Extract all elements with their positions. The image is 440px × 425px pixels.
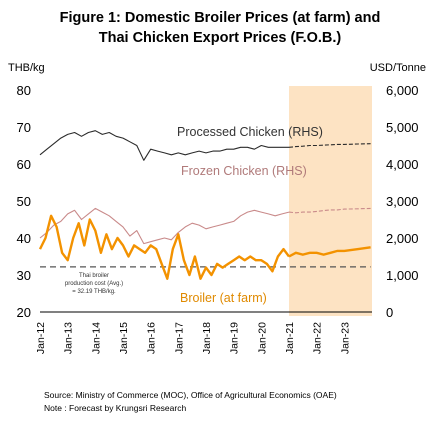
x-axis-tick-label: Jan-16 <box>146 322 158 354</box>
x-axis-tick-label: Jan-15 <box>118 322 130 354</box>
x-axis-tick-label: Jan-19 <box>229 322 241 354</box>
cost-label-line-1: Thai broiler <box>79 273 109 279</box>
chart-title-line-2: Thai Chicken Export Prices (F.O.B.) <box>98 30 342 46</box>
left-axis-tick-label: 70 <box>17 120 31 135</box>
x-axis-tick-label: Jan-21 <box>284 322 296 354</box>
forecast-note: Note : Forecast by Krungsri Research <box>44 403 187 413</box>
left-axis-tick-label: 30 <box>17 268 31 283</box>
processed-chicken-forecast-line <box>288 143 371 148</box>
left-axis-tick-label: 40 <box>17 231 31 246</box>
right-axis-tick-label: 1,000 <box>386 268 419 283</box>
forecast-band <box>289 86 372 316</box>
broiler-label: Broiler (at farm) <box>180 291 267 305</box>
x-axis-tick-label: Jan-23 <box>339 322 351 354</box>
x-axis-tick-label: Jan-17 <box>173 322 185 354</box>
broiler-forecast-line <box>288 246 371 258</box>
left-axis-unit: THB/kg <box>8 62 45 74</box>
cost-label-line-3: = 32.19 THB/kg. <box>72 289 116 295</box>
left-axis-tick-label: 20 <box>17 305 31 320</box>
right-axis-tick-label: 6,000 <box>386 83 419 98</box>
cost-label-line-2: production cost (Avg.) <box>65 281 123 287</box>
broiler-line <box>38 214 290 280</box>
processed-chicken-label: Processed Chicken (RHS) <box>177 125 323 139</box>
chart-title-line-1: Figure 1: Domestic Broiler Prices (at fa… <box>59 10 381 26</box>
right-axis-unit: USD/Tonne <box>369 62 426 74</box>
x-axis-tick-label: Jan-22 <box>312 322 324 354</box>
frozen-chicken-label: Frozen Chicken (RHS) <box>181 164 307 178</box>
right-axis-tick-label: 5,000 <box>386 120 419 135</box>
left-axis-tick-label: 60 <box>17 157 31 172</box>
left-axis-tick-label: 80 <box>17 83 31 98</box>
processed-chicken-line <box>39 130 289 161</box>
x-axis-tick-label: Jan-14 <box>90 322 102 354</box>
right-axis-tick-label: 2,000 <box>386 231 419 246</box>
frozen-chicken-line <box>39 207 290 245</box>
chart-title: Figure 1: Domestic Broiler Prices (at fa… <box>0 8 440 48</box>
right-axis-tick-label: 3,000 <box>386 194 419 209</box>
x-axis-tick-label: Jan-18 <box>201 322 213 354</box>
x-axis-tick-label: Jan-13 <box>63 322 75 354</box>
right-axis-tick-label: 4,000 <box>386 157 419 172</box>
frozen-chicken-forecast-line <box>288 207 371 214</box>
left-axis-tick-label: 50 <box>17 194 31 209</box>
x-axis-tick-label: Jan-12 <box>35 322 47 354</box>
source-note: Source: Ministry of Commerce (MOC), Offi… <box>44 390 337 400</box>
right-axis-tick-label: 0 <box>386 305 393 320</box>
x-axis-tick-label: Jan-20 <box>256 322 268 354</box>
